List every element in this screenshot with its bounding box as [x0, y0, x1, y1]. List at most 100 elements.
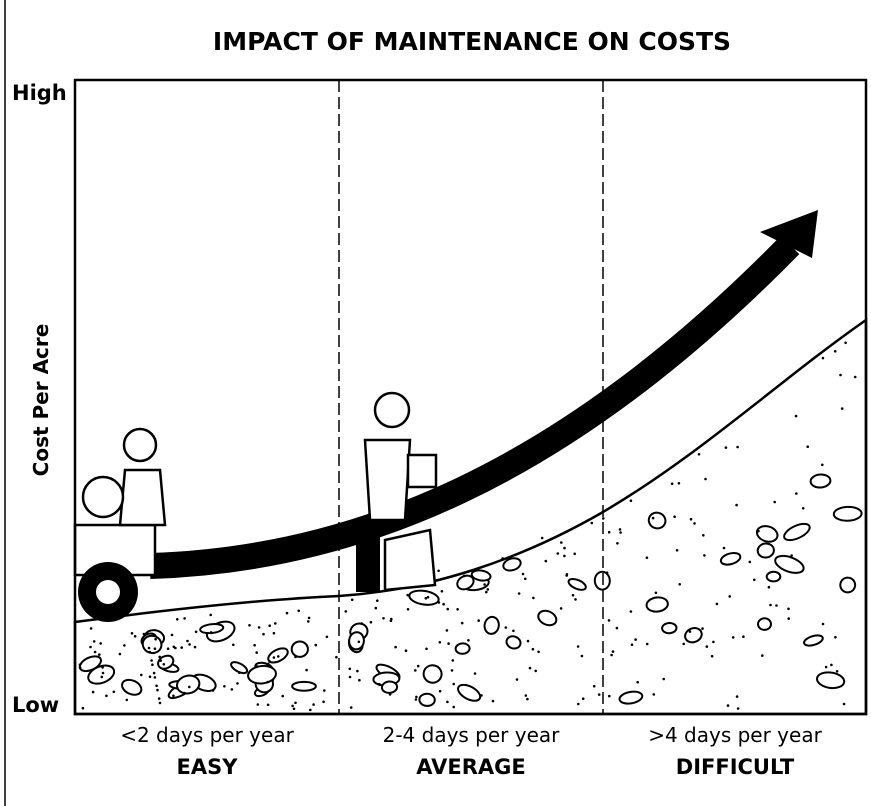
soil-dot: [447, 642, 450, 645]
soil-dot: [188, 686, 191, 689]
soil-dot: [439, 641, 442, 644]
soil-dot: [854, 376, 857, 379]
soil-dot: [256, 665, 259, 668]
soil-dot: [427, 596, 430, 599]
soil-dot: [82, 707, 85, 710]
soil-dot: [452, 659, 455, 662]
soil-dot: [378, 683, 381, 686]
soil-dot: [452, 706, 455, 709]
shrub: [83, 477, 123, 517]
soil-dot: [527, 640, 530, 643]
soil-dot: [188, 643, 191, 646]
page: IMPACT OF MAINTENANCE ON COSTS High Low …: [0, 0, 871, 806]
soil-dot: [102, 672, 105, 675]
soil-dot: [438, 601, 441, 604]
pebble: [348, 631, 365, 650]
soil-dot: [210, 631, 213, 634]
soil-dot: [480, 694, 483, 697]
soil-dot: [822, 623, 825, 626]
soil-dot: [405, 649, 408, 652]
soil-dot: [335, 656, 338, 659]
gardener: [356, 393, 436, 592]
soil-dot: [704, 478, 707, 481]
soil-dot: [608, 619, 611, 622]
soil-dot: [258, 626, 261, 629]
soil-dot: [105, 695, 108, 698]
diagram: IMPACT OF MAINTENANCE ON COSTS High Low …: [0, 0, 871, 806]
hillside: [75, 320, 866, 714]
soil-dot: [173, 646, 176, 649]
soil-dot: [425, 597, 428, 600]
soil-dot: [266, 681, 269, 684]
soil-dot: [274, 622, 277, 625]
soil-dot: [631, 643, 634, 646]
soil-dot: [825, 666, 828, 669]
bag: [385, 530, 435, 590]
soil-dot: [223, 685, 226, 688]
soil-dot: [616, 627, 619, 630]
column-level: DIFFICULT: [676, 755, 795, 779]
soil-dot: [591, 522, 594, 525]
soil-dot: [736, 446, 739, 449]
soil-dot: [442, 603, 445, 606]
soil-dot: [154, 676, 157, 679]
soil-dot: [281, 695, 284, 698]
soil-dot: [769, 604, 772, 607]
soil-dot: [582, 697, 585, 700]
soil-dot: [269, 660, 272, 663]
soil-dot: [131, 632, 134, 635]
soil-dot: [407, 608, 410, 611]
soil-dot: [92, 691, 95, 694]
soil-dot: [702, 534, 705, 537]
soil-dot: [183, 617, 186, 620]
soil-dot: [662, 678, 665, 681]
pebble: [767, 572, 781, 582]
soil-dot: [727, 704, 730, 707]
soil-dot: [525, 694, 528, 697]
soil-dot: [151, 663, 154, 666]
soil-dot: [834, 636, 837, 639]
soil-dot: [844, 342, 847, 345]
soil-dot: [749, 561, 752, 564]
soil-dot: [172, 695, 175, 698]
tractor-hub: [96, 580, 120, 604]
soil-dot: [149, 651, 152, 654]
soil-dot: [630, 499, 633, 502]
soil-dot: [345, 610, 348, 613]
pebble: [757, 543, 775, 559]
tractor: [75, 429, 165, 622]
soil-dot: [326, 636, 329, 639]
soil-dot: [839, 374, 842, 377]
soil-dot: [693, 522, 696, 525]
soil-dot: [577, 703, 580, 706]
gardener-body: [365, 440, 410, 520]
soil-dot: [646, 556, 649, 559]
pebble: [810, 474, 831, 488]
pebble: [662, 623, 677, 634]
high-label: High: [12, 81, 67, 105]
soil-dot: [487, 588, 490, 591]
soil-dot: [698, 453, 701, 456]
soil-dot: [821, 464, 824, 467]
soil-dot: [257, 703, 260, 706]
soil-dot: [446, 629, 449, 632]
soil-dot: [619, 531, 622, 534]
soil-dot: [277, 655, 280, 658]
soil-dot: [477, 619, 480, 622]
soil-dot: [176, 618, 179, 621]
soil-dot: [529, 667, 532, 670]
soil-dot: [79, 666, 82, 669]
soil-dot: [315, 644, 318, 647]
soil-dot: [463, 575, 466, 578]
column-level: AVERAGE: [416, 755, 525, 779]
soil-dot: [761, 654, 764, 657]
soil-dot: [723, 547, 726, 550]
soil-dot: [563, 547, 566, 550]
soil-dot: [150, 659, 153, 662]
soil-dot: [186, 640, 189, 643]
soil-dot: [610, 654, 613, 657]
soil-dot: [678, 482, 681, 485]
soil-dot: [382, 617, 385, 620]
soil-dot: [581, 655, 584, 658]
soil-dot: [563, 555, 566, 558]
